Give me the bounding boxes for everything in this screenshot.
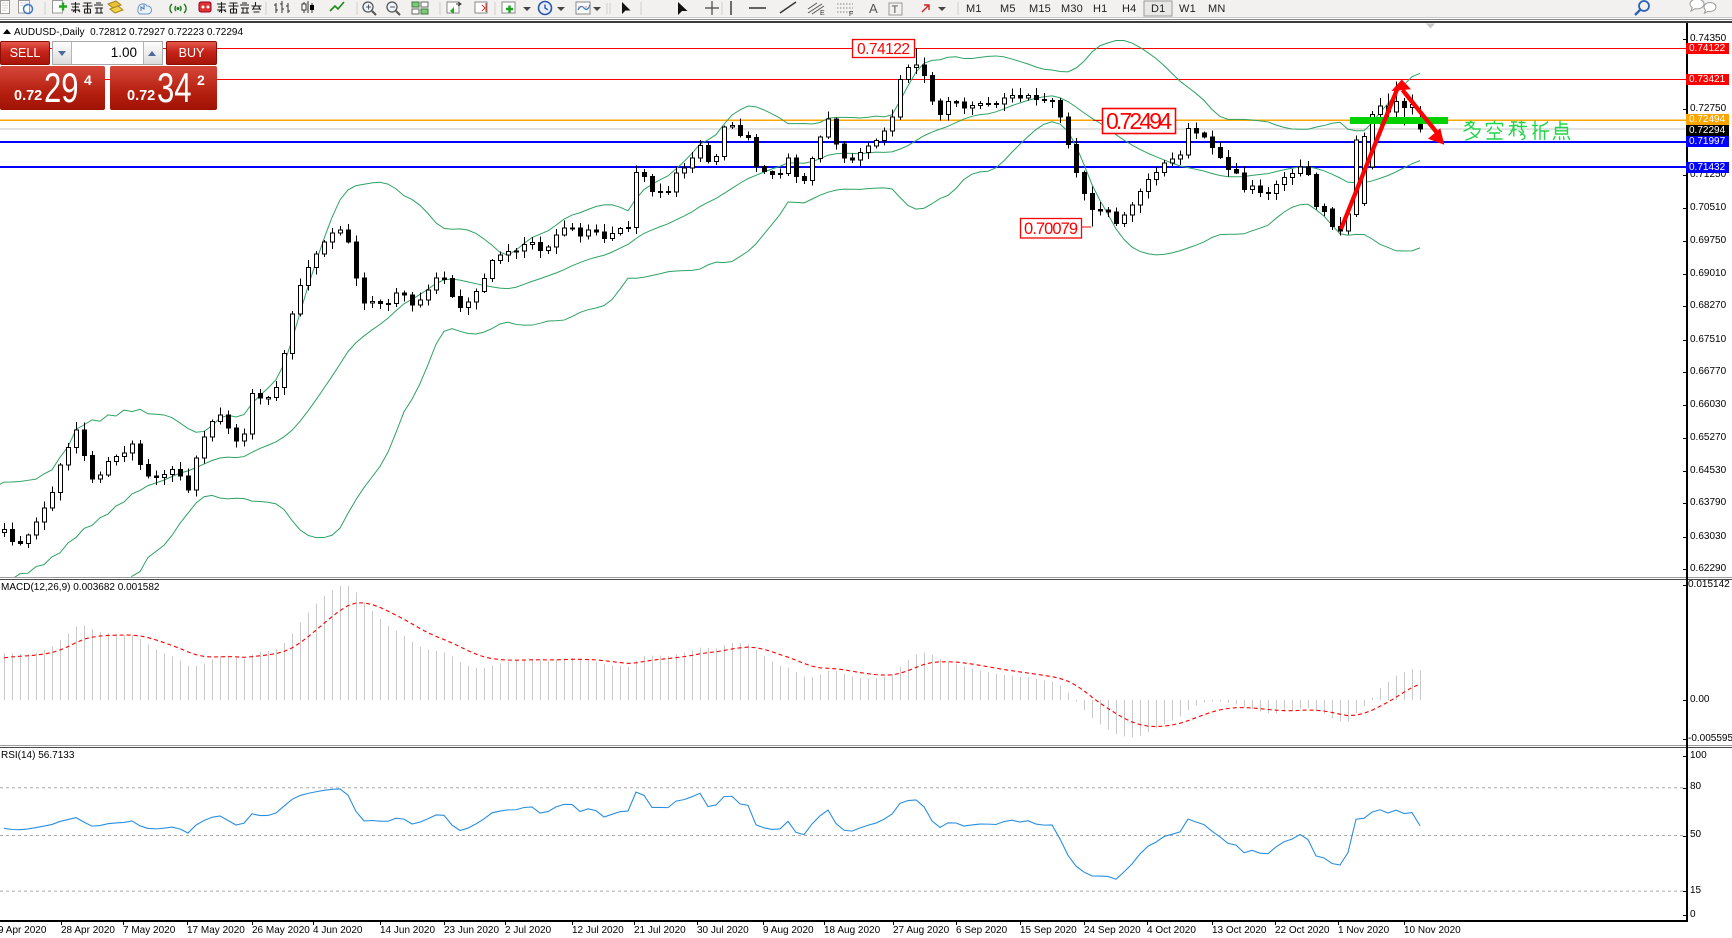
svg-text:0.74122: 0.74122 [857,41,910,58]
svg-text:T: T [892,4,899,16]
svg-text:0.70079: 0.70079 [1024,220,1078,238]
svg-text:E: E [820,10,825,17]
svg-text:0.72494: 0.72494 [1106,108,1172,134]
svg-text:F: F [849,11,853,18]
svg-text:A: A [869,1,878,16]
